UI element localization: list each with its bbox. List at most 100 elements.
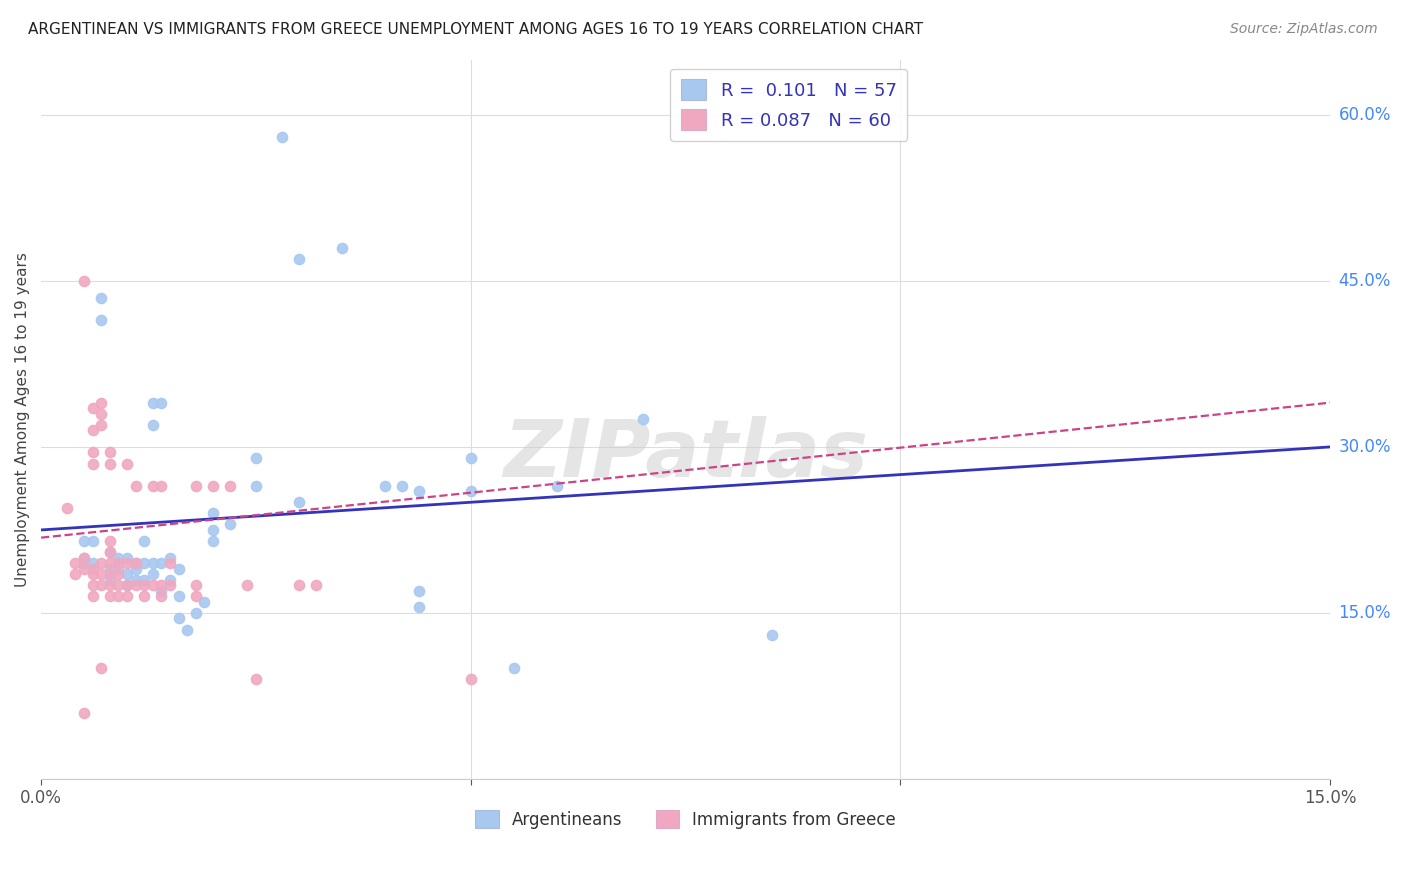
Point	[330, 241, 353, 255]
Point	[460, 673, 482, 687]
Y-axis label: Unemployment Among Ages 16 to 19 years: Unemployment Among Ages 16 to 19 years	[15, 252, 30, 587]
Point	[73, 556, 96, 570]
Point	[82, 556, 104, 570]
Point	[73, 706, 96, 720]
Point	[159, 556, 181, 570]
Point	[134, 578, 156, 592]
Point	[98, 445, 121, 459]
Point	[98, 573, 121, 587]
Point	[65, 567, 87, 582]
Point	[56, 500, 79, 515]
Point	[288, 495, 311, 509]
Point	[219, 517, 242, 532]
Point	[90, 407, 112, 421]
Point	[90, 661, 112, 675]
Point	[150, 578, 173, 592]
Point	[73, 550, 96, 565]
Point	[142, 417, 165, 432]
Point	[98, 545, 121, 559]
Point	[150, 583, 173, 598]
Point	[184, 578, 207, 592]
Point	[201, 478, 224, 492]
Point	[90, 578, 112, 592]
Point	[391, 478, 413, 492]
Point	[107, 550, 129, 565]
Point	[90, 312, 112, 326]
Point	[305, 578, 328, 592]
Point	[98, 545, 121, 559]
Point	[98, 567, 121, 582]
Point	[82, 578, 104, 592]
Point	[167, 562, 190, 576]
Point	[167, 611, 190, 625]
Point	[124, 556, 146, 570]
Point	[460, 484, 482, 499]
Point	[82, 562, 104, 576]
Point	[270, 130, 292, 145]
Point	[115, 457, 138, 471]
Point	[107, 556, 129, 570]
Point	[73, 562, 96, 576]
Point	[115, 590, 138, 604]
Point	[159, 573, 181, 587]
Point	[201, 533, 224, 548]
Point	[142, 567, 165, 582]
Point	[124, 573, 146, 587]
Point	[245, 673, 267, 687]
Point	[184, 590, 207, 604]
Point	[73, 533, 96, 548]
Point	[82, 423, 104, 437]
Point	[98, 590, 121, 604]
Point	[150, 395, 173, 409]
Text: 30.0%: 30.0%	[1339, 438, 1391, 456]
Legend: Argentineans, Immigrants from Greece: Argentineans, Immigrants from Greece	[468, 804, 903, 835]
Point	[98, 562, 121, 576]
Point	[73, 274, 96, 288]
Point	[115, 556, 138, 570]
Text: 45.0%: 45.0%	[1339, 272, 1391, 290]
Point	[82, 457, 104, 471]
Point	[107, 567, 129, 582]
Point	[115, 578, 138, 592]
Point	[124, 578, 146, 592]
Point	[98, 578, 121, 592]
Point	[201, 506, 224, 520]
Point	[142, 556, 165, 570]
Point	[408, 484, 430, 499]
Point	[288, 578, 311, 592]
Point	[374, 478, 396, 492]
Point	[460, 450, 482, 465]
Point	[546, 478, 568, 492]
Point	[73, 550, 96, 565]
Point	[408, 600, 430, 615]
Text: ZIPatlas: ZIPatlas	[503, 417, 868, 494]
Point	[82, 401, 104, 416]
Point	[236, 578, 259, 592]
Point	[150, 556, 173, 570]
Point	[150, 478, 173, 492]
Point	[98, 457, 121, 471]
Point	[193, 595, 215, 609]
Text: 60.0%: 60.0%	[1339, 106, 1391, 124]
Point	[107, 578, 129, 592]
Point	[502, 661, 524, 675]
Point	[201, 523, 224, 537]
Point	[82, 590, 104, 604]
Point	[124, 562, 146, 576]
Point	[176, 623, 198, 637]
Point	[98, 556, 121, 570]
Point	[159, 578, 181, 592]
Point	[142, 395, 165, 409]
Point	[184, 478, 207, 492]
Point	[219, 478, 242, 492]
Point	[631, 412, 654, 426]
Point	[90, 291, 112, 305]
Point	[115, 550, 138, 565]
Point	[167, 590, 190, 604]
Point	[90, 567, 112, 582]
Point	[134, 573, 156, 587]
Point	[134, 533, 156, 548]
Point	[115, 567, 138, 582]
Point	[288, 252, 311, 266]
Point	[107, 590, 129, 604]
